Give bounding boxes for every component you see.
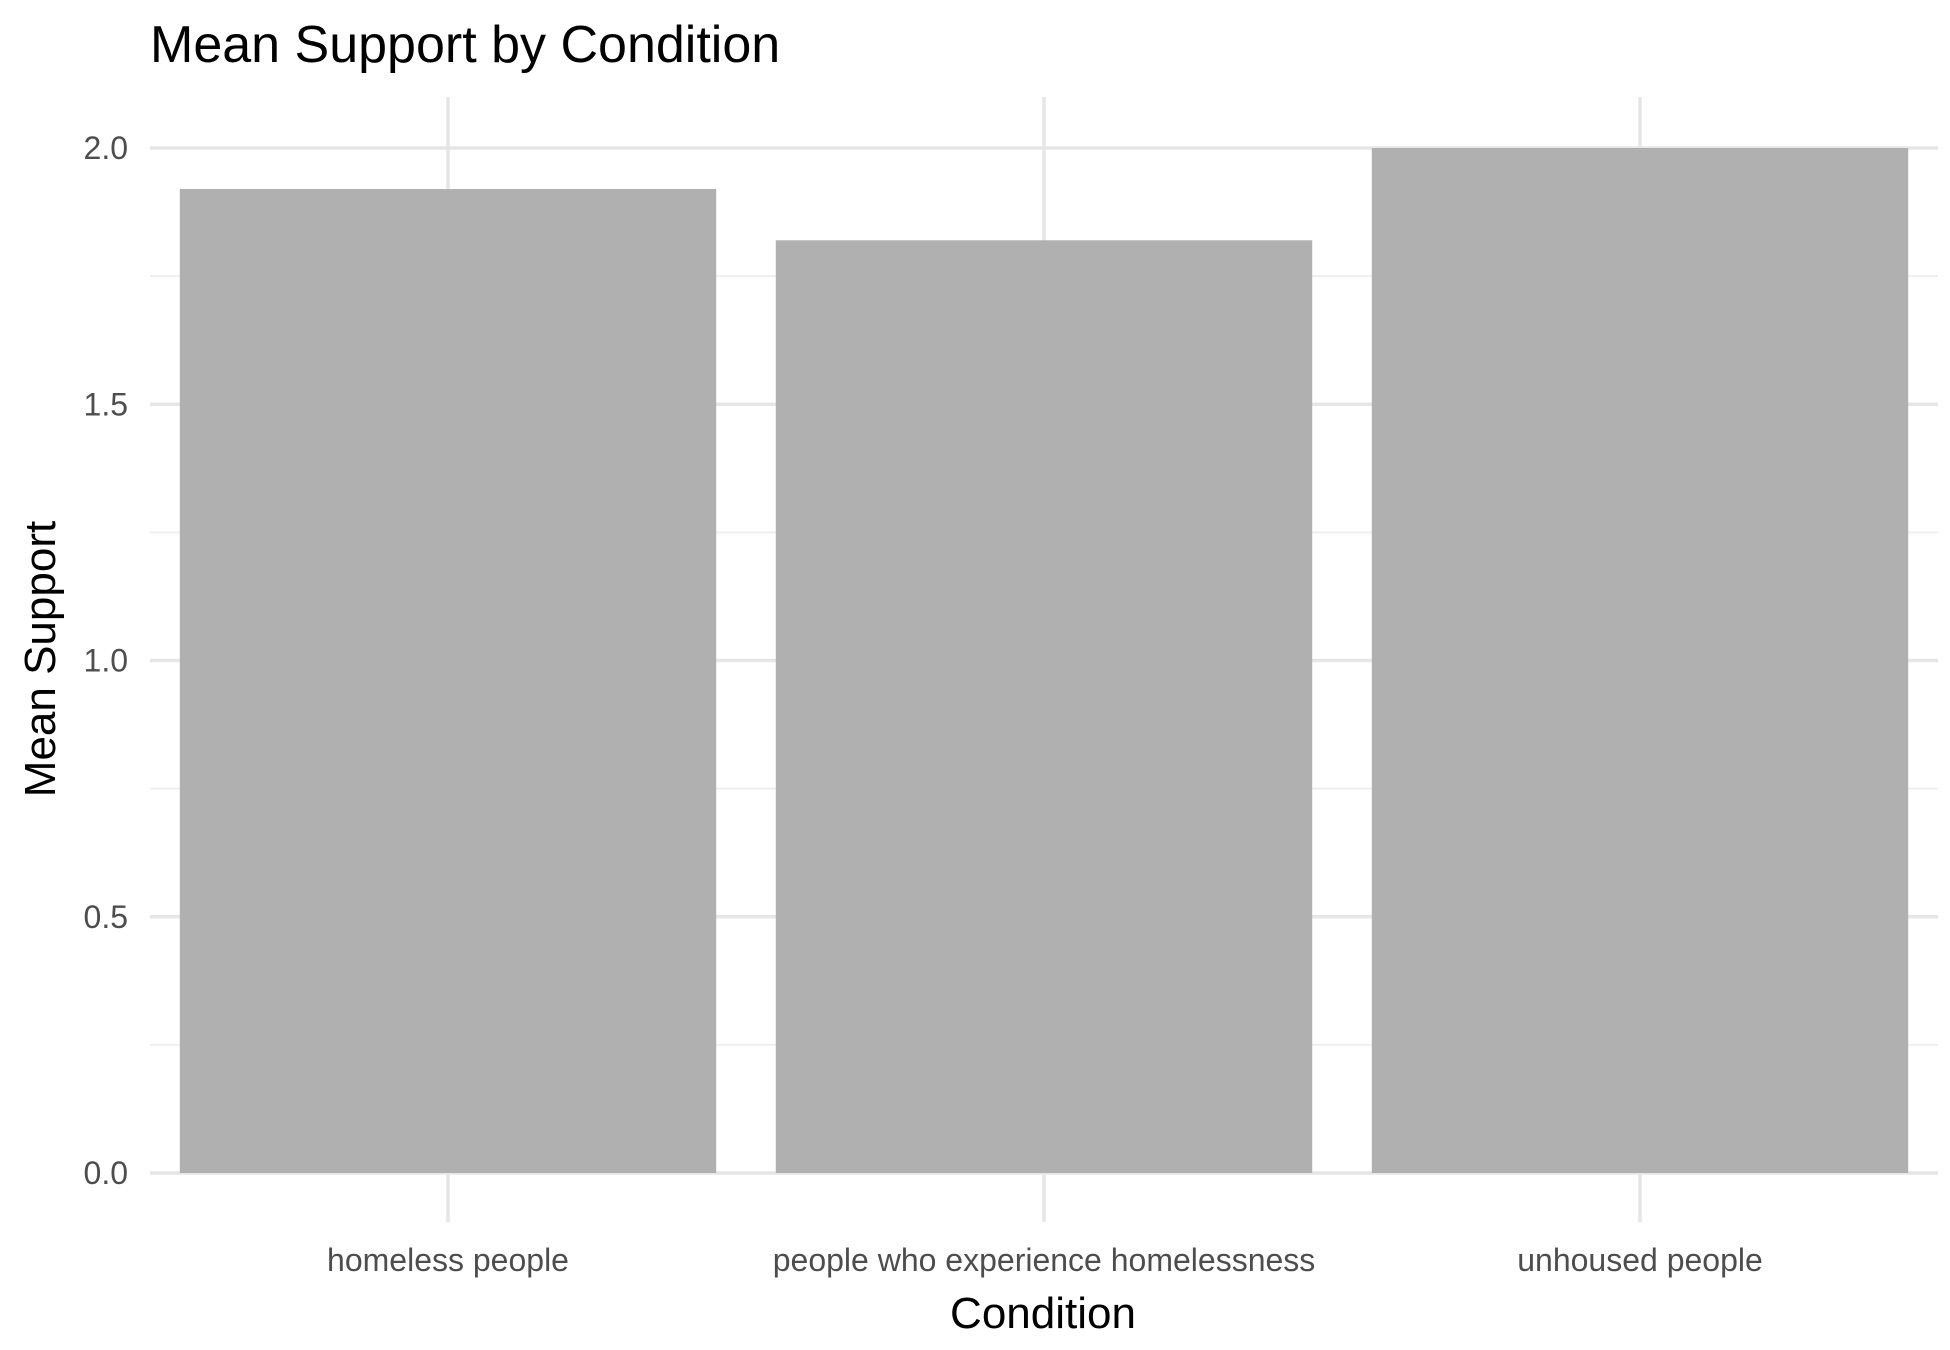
y-tick-label: 2.0: [84, 130, 128, 166]
x-axis-ticks: homeless people people who experience hom…: [327, 1242, 1763, 1278]
y-tick-label: 1.5: [84, 386, 128, 422]
bars: [179, 148, 1909, 1173]
bar-homeless-people: [179, 189, 717, 1173]
y-axis-ticks: 0.0 0.5 1.0 1.5 2.0: [84, 130, 128, 1191]
y-axis-title: Mean Support: [16, 521, 65, 797]
y-tick-label: 0.0: [84, 1155, 128, 1191]
y-tick-label: 1.0: [84, 643, 128, 679]
x-axis-title: Condition: [950, 1289, 1136, 1338]
bar-people-who-experience-homelessness: [775, 240, 1313, 1173]
x-tick-label: unhoused people: [1517, 1242, 1763, 1278]
y-tick-label: 0.5: [84, 899, 128, 935]
bar-unhoused-people: [1371, 148, 1909, 1173]
x-tick-label: homeless people: [327, 1242, 569, 1278]
chart-title: Mean Support by Condition: [150, 16, 780, 74]
x-tick-label: people who experience homelessness: [773, 1242, 1316, 1278]
